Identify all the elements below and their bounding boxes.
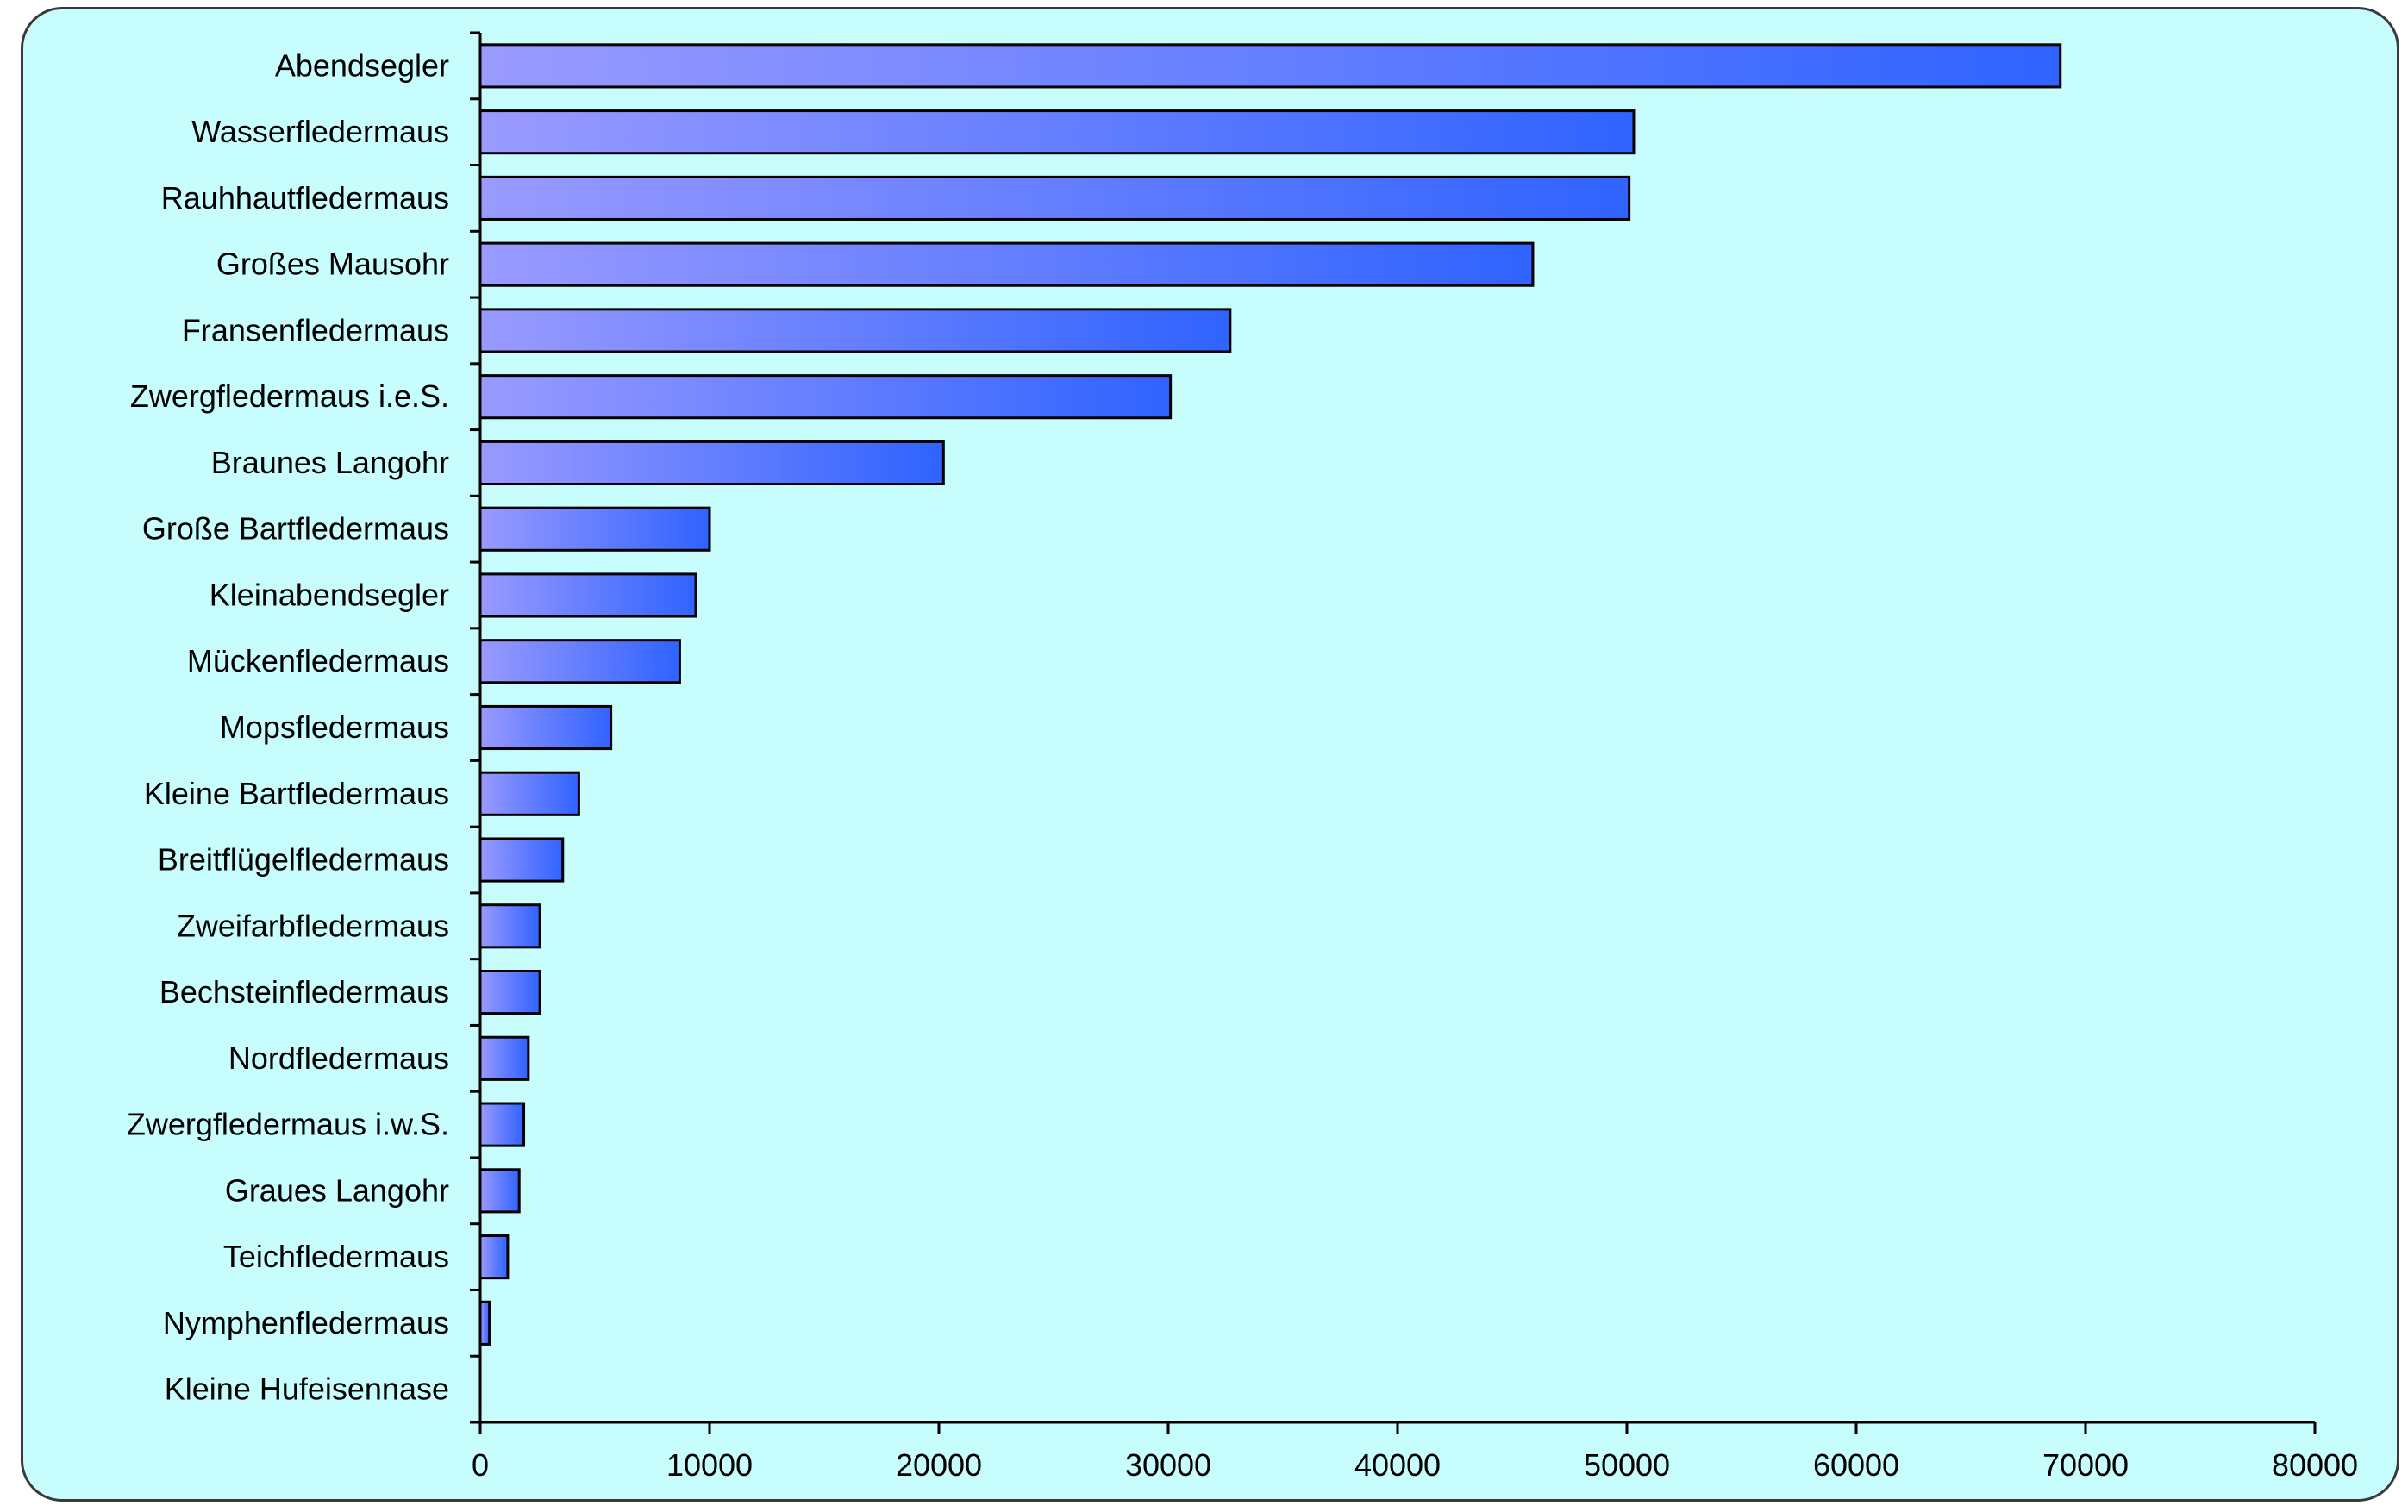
- category-label: Rauhhautfledermaus: [161, 180, 449, 216]
- bar: [478, 837, 565, 883]
- x-tick-label: 60000: [1813, 1447, 1899, 1483]
- x-tick-label: 70000: [2042, 1447, 2129, 1483]
- category-label: Teichfledermaus: [223, 1239, 449, 1274]
- bar: [478, 1102, 526, 1147]
- category-label: Großes Mausohr: [216, 247, 449, 282]
- bar: [478, 572, 697, 618]
- x-tick-label: 30000: [1125, 1447, 1211, 1483]
- axes-layer: [470, 31, 2317, 1434]
- category-label: Große Bartfledermaus: [142, 511, 449, 547]
- category-label: Nordfledermaus: [228, 1040, 449, 1076]
- category-label: Abendsegler: [275, 47, 449, 83]
- bar: [478, 109, 1636, 155]
- bar: [478, 771, 580, 816]
- bar: [478, 1035, 530, 1081]
- category-label: Mückenfledermaus: [187, 643, 449, 678]
- bar: [478, 1234, 510, 1280]
- category-label: Nymphenfledermaus: [163, 1305, 449, 1340]
- category-label: Bechsteinfledermaus: [159, 974, 449, 1009]
- x-tick-label: 40000: [1354, 1447, 1441, 1483]
- bar: [478, 704, 613, 751]
- bar: [478, 374, 1173, 420]
- bar: [478, 175, 1631, 221]
- category-label: Fransenfledermaus: [182, 312, 449, 347]
- x-tick-label: 50000: [1584, 1447, 1670, 1483]
- bar: [478, 1300, 491, 1346]
- bars-layer: [478, 43, 2062, 1346]
- category-label: Braunes Langohr: [211, 445, 449, 480]
- bar: [478, 241, 1535, 287]
- category-label: Kleine Hufeisennase: [165, 1371, 449, 1407]
- bar: [478, 903, 541, 949]
- category-label: Zwergfledermaus i.w.S.: [127, 1107, 449, 1142]
- bar: [478, 639, 681, 684]
- x-tick-label: 0: [472, 1447, 489, 1483]
- bar: [478, 43, 2062, 89]
- x-tick-label: 20000: [896, 1447, 982, 1483]
- category-label: Kleine Bartfledermaus: [144, 776, 449, 811]
- category-label: Zwergfledermaus i.e.S.: [130, 378, 449, 414]
- category-label: Zweifarbfledermaus: [177, 908, 449, 943]
- x-tick-label: 10000: [666, 1447, 753, 1483]
- labels-layer: Abendsegler Wasserfledermaus Rauhhautflede…: [127, 47, 2358, 1483]
- x-tick-label: 80000: [2272, 1447, 2358, 1483]
- bar: [478, 506, 711, 552]
- bar: [478, 440, 945, 486]
- category-label: Breitflügelfledermaus: [158, 842, 449, 878]
- bar: [478, 1168, 521, 1214]
- category-label: Kleinabendsegler: [210, 577, 449, 612]
- category-label: Mopsfledermaus: [220, 709, 449, 745]
- category-label: Graues Langohr: [225, 1172, 449, 1208]
- category-label: Wasserfledermaus: [191, 114, 449, 149]
- bar: [478, 969, 541, 1015]
- bar: [478, 308, 1232, 353]
